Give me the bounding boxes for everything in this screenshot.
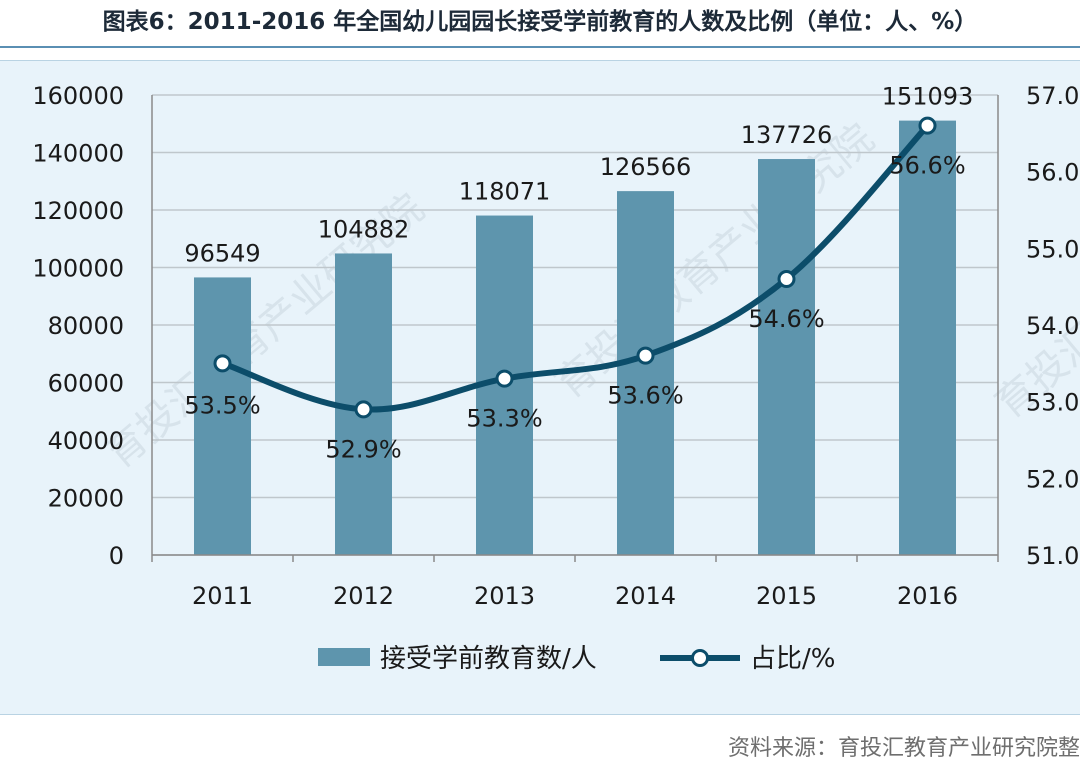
line-point-marker bbox=[918, 116, 937, 135]
right-axis-tick-label: 54.0 bbox=[1026, 312, 1079, 340]
left-axis-tick-label: 0 bbox=[109, 542, 124, 570]
x-axis-tick-label: 2014 bbox=[615, 582, 676, 610]
x-axis-tick-label: 2012 bbox=[333, 582, 394, 610]
ratio-line bbox=[221, 123, 930, 413]
left-axis-tick-label: 120000 bbox=[32, 197, 124, 225]
data-labels: 96549 104882 118071 126566 137726 151093 53.5%… bbox=[184, 83, 973, 464]
left-axis-tick-label: 60000 bbox=[48, 370, 124, 398]
right-axis-tick-label: 55.0 bbox=[1026, 235, 1079, 263]
line-value-label: 54.6% bbox=[748, 305, 824, 333]
line-value-label: 53.6% bbox=[607, 382, 683, 410]
legend-line-marker bbox=[691, 649, 709, 667]
bar-value-label: 118071 bbox=[459, 178, 551, 206]
bar bbox=[617, 191, 674, 556]
left-axis-tick-label: 100000 bbox=[32, 255, 124, 283]
line-point-marker bbox=[495, 369, 514, 388]
line-value-label: 52.9% bbox=[325, 435, 401, 463]
bar bbox=[758, 159, 815, 555]
bar bbox=[899, 120, 956, 555]
bar-value-label: 126566 bbox=[600, 153, 692, 181]
title-divider bbox=[0, 46, 1080, 48]
right-axis-tick-label: 53.0 bbox=[1026, 389, 1079, 417]
right-axis-tick-label: 56.0 bbox=[1026, 159, 1079, 187]
left-axis-tick-label: 40000 bbox=[48, 427, 124, 455]
bar-value-label: 96549 bbox=[184, 239, 260, 267]
line-value-label: 53.5% bbox=[184, 391, 260, 419]
legend-bar-label: 接受学前教育数/人 bbox=[380, 644, 597, 674]
legend-line-label: 占比/% bbox=[750, 644, 835, 674]
x-axis-tick-label: 2013 bbox=[474, 582, 535, 610]
bar-value-label: 104882 bbox=[318, 215, 410, 243]
watermark-text: 育投汇教育产业研究院 bbox=[547, 115, 883, 407]
left-axis-tick-label: 80000 bbox=[48, 312, 124, 340]
line-value-label: 56.6% bbox=[889, 152, 965, 180]
right-axis-tick-label: 51.0 bbox=[1026, 542, 1079, 570]
chart-title: 图表6：2011-2016 年全国幼儿园园长接受学前教育的人数及比例（单位：人、… bbox=[102, 9, 978, 35]
bar-value-label: 151093 bbox=[882, 83, 974, 111]
legend-bar-swatch bbox=[318, 648, 370, 666]
line-point-marker bbox=[636, 346, 655, 365]
bar bbox=[194, 277, 251, 555]
left-axis-tick-label: 140000 bbox=[32, 140, 124, 168]
source-note: 资料来源：育投汇教育产业研究院整 bbox=[727, 736, 1080, 761]
bar-value-label: 137726 bbox=[741, 121, 833, 149]
line-point-marker bbox=[354, 400, 373, 419]
line-point-marker bbox=[213, 354, 232, 373]
axes: 0 20000 40000 60000 80000 100000 120000 140000 1… bbox=[32, 82, 1079, 610]
left-axis-tick-label: 20000 bbox=[48, 485, 124, 513]
x-axis-tick-label: 2015 bbox=[756, 582, 817, 610]
left-axis-tick-label: 160000 bbox=[32, 82, 124, 110]
x-axis-tick-label: 2016 bbox=[897, 582, 958, 610]
line-value-label: 53.3% bbox=[466, 405, 542, 433]
right-axis-tick-label: 52.0 bbox=[1026, 465, 1079, 493]
legend: 接受学前教育数/人 占比/% bbox=[318, 644, 835, 674]
right-axis-tick-label: 57.0 bbox=[1026, 82, 1079, 110]
line-point-marker bbox=[777, 270, 796, 288]
gridlines bbox=[152, 94, 998, 556]
x-axis-tick-label: 2011 bbox=[192, 582, 253, 610]
line-series bbox=[213, 116, 937, 419]
bar-series bbox=[194, 120, 956, 556]
combo-chart: 育投汇教育产业研究院 育投汇教育产业研究院 育投汇教育产业研究院 020000400… bbox=[32, 82, 1080, 674]
